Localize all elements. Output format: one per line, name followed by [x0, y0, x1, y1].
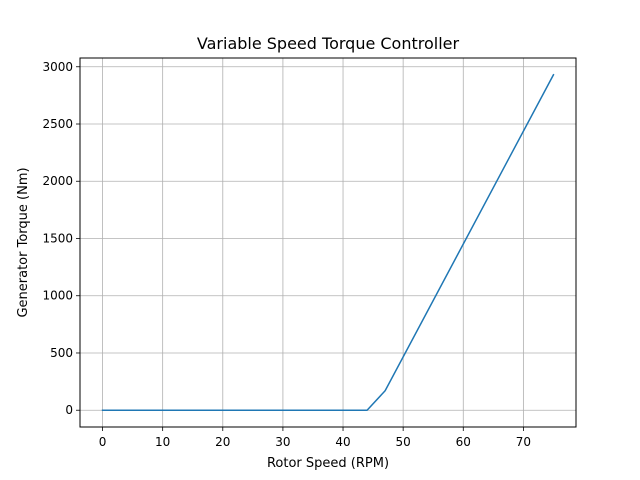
y-tick-label: 3000 — [42, 60, 73, 74]
y-axis-ticks: 0 500 1000 1500 2000 2500 3000 — [42, 60, 80, 417]
y-tick-label: 2000 — [42, 174, 73, 188]
x-axis-ticks: 0 10 20 30 40 50 60 70 — [99, 427, 531, 449]
x-tick-label: 0 — [99, 435, 107, 449]
x-tick-label: 10 — [155, 435, 170, 449]
x-tick-label: 40 — [335, 435, 350, 449]
data-point — [366, 410, 367, 411]
plot-frame — [79, 57, 577, 428]
y-tick-label: 1000 — [42, 289, 73, 303]
data-point — [385, 390, 386, 391]
y-tick-label: 1500 — [42, 231, 73, 245]
data-point — [102, 410, 103, 411]
x-tick-label: 60 — [456, 435, 471, 449]
grid — [80, 58, 576, 427]
x-tick-label: 30 — [275, 435, 290, 449]
x-tick-label: 20 — [215, 435, 230, 449]
chart-title: Variable Speed Torque Controller — [197, 34, 460, 53]
x-tick-label: 50 — [396, 435, 411, 449]
y-tick-label: 0 — [65, 403, 73, 417]
series-layer — [101, 73, 555, 411]
y-tick-label: 500 — [50, 346, 73, 360]
x-tick-label: 70 — [516, 435, 531, 449]
x-axis-label: Rotor Speed (RPM) — [267, 456, 389, 471]
torque-curve-line — [101, 73, 555, 411]
y-tick-label: 2500 — [42, 117, 73, 131]
data-point — [553, 74, 554, 75]
y-axis-label: Generator Torque (Nm) — [16, 167, 31, 317]
